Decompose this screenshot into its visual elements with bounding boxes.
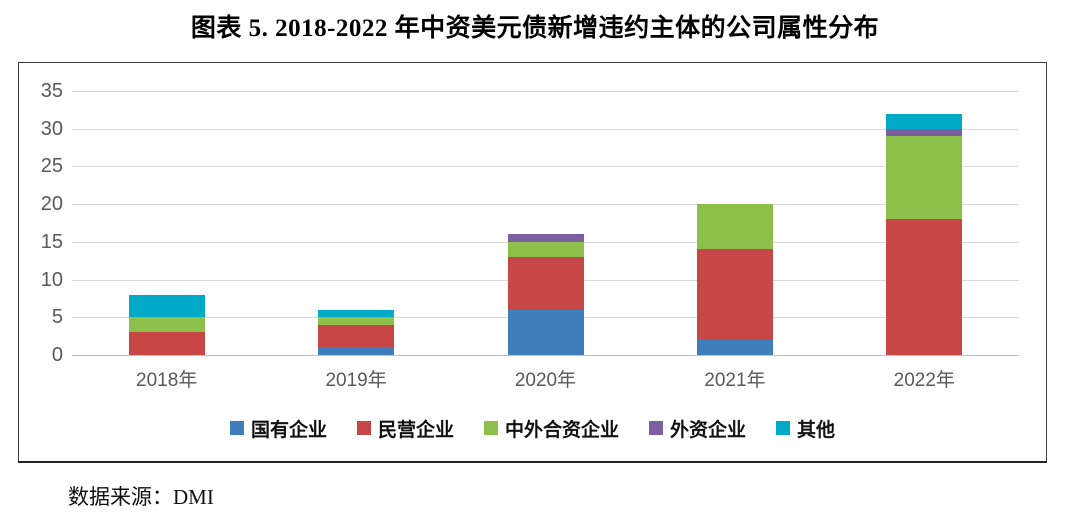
y-axis-tick-label: 10 [40,268,63,291]
bar-segment-其他 [886,113,963,129]
bar-segment-民营企业 [696,249,773,340]
legend-label: 中外合资企业 [504,419,619,441]
legend-item-民营企业: 民营企业 [356,415,454,442]
y-axis-tick-label: 15 [40,230,63,253]
legend-color-swatch-icon [649,421,663,435]
y-axis-tick-label: 25 [40,155,63,178]
legend-label: 民营企业 [377,419,454,441]
gridline [72,91,1019,92]
legend-color-swatch-icon [229,421,244,435]
bar-segment-国有企业 [318,347,395,355]
bar-segment-中外合资企业 [507,241,584,257]
bar-segment-外资企业 [886,128,963,137]
x-axis-tick-label: 2022年 [893,370,955,391]
legend-color-swatch-icon [776,421,791,435]
x-axis-tick-label: 2018年 [136,370,198,391]
legend-item-其他: 其他 [776,415,835,442]
y-axis-tick-label: 5 [51,306,63,329]
bar-segment-外资企业 [507,234,584,242]
bar-segment-中外合资企业 [128,317,205,333]
legend-item-国有企业: 国有企业 [229,415,327,442]
gridline [72,128,1019,130]
y-axis-tick-label: 35 [40,80,63,102]
bar-segment-其他 [128,294,205,318]
chart-plot-area: 0 5 10 15 20 25 30 35 2018年 2019年 2020年 2021年 2022年 … [18,62,1047,463]
legend-item-外资企业: 外资企业 [649,415,746,442]
x-axis-line [72,355,1019,356]
bar-segment-其他 [318,309,395,318]
legend-label: 其他 [797,419,836,441]
bar-segment-国有企业 [696,339,773,355]
legend-item-中外合资企业: 中外合资企业 [483,415,619,442]
gridline [72,166,1019,168]
y-axis-tick-label: 20 [40,193,63,216]
bar-segment-中外合资企业 [886,136,963,220]
legend-label: 国有企业 [250,419,327,441]
bar-segment-民营企业 [128,332,205,355]
bar-segment-中外合资企业 [696,204,773,250]
y-axis-tick-label: 30 [40,117,63,140]
bar-segment-民营企业 [507,256,584,310]
legend-label: 外资企业 [670,419,747,441]
x-axis-tick-label: 2019年 [325,370,387,391]
data-source-note: 数据来源：DMI [68,485,214,509]
legend-color-swatch-icon [356,421,371,435]
x-axis-tick-label: 2020年 [514,370,577,391]
bar-segment-民营企业 [318,324,395,348]
y-axis-tick-label: 0 [51,344,63,366]
chart-title: 图表 5. 2018-2022 年中资美元债新增违约主体的公司属性分布 [190,15,880,42]
bar-segment-民营企业 [886,219,963,355]
legend-color-swatch-icon [483,421,498,435]
bar-segment-中外合资企业 [318,317,395,325]
x-axis-tick-label: 2021年 [704,370,766,391]
gridline [72,204,1019,206]
bar-segment-国有企业 [507,309,584,355]
chart-legend: 国有企业 民营企业 中外合资企业 外资企业 其他 [19,413,1046,443]
